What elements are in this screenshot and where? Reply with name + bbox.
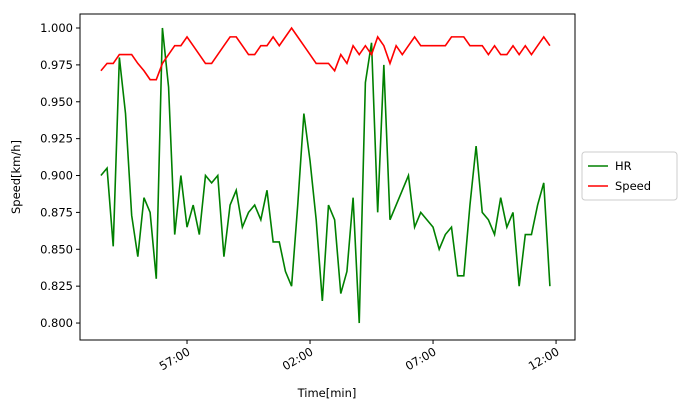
y-tick-label: 0.850 <box>40 242 73 256</box>
legend-box <box>581 151 678 201</box>
line-series <box>100 26 551 81</box>
y-axis-label: Speed[km/h] <box>9 140 23 214</box>
x-tick-label: 02:00 <box>280 344 316 373</box>
x-tick-label: 12:00 <box>526 344 562 373</box>
y-tick-label: 0.800 <box>40 316 73 330</box>
y-tick-label: 0.975 <box>40 58 73 72</box>
y-tick-label: 0.875 <box>40 205 73 219</box>
y-tick-label: 0.925 <box>40 132 73 146</box>
y-tick-label: 0.825 <box>40 279 73 293</box>
y-tick-label: 1.000 <box>40 21 73 35</box>
legend-label: Speed <box>615 179 651 193</box>
x-axis-label: Time[min] <box>297 386 357 400</box>
y-tick-label: 0.900 <box>40 169 73 183</box>
x-tick-label: 57:00 <box>157 344 193 373</box>
y-tick-label: 0.950 <box>40 95 73 109</box>
legend-label: HR <box>615 159 632 173</box>
line-series <box>100 27 551 324</box>
x-tick-label: 07:00 <box>403 344 439 373</box>
plot-frame <box>79 13 576 341</box>
